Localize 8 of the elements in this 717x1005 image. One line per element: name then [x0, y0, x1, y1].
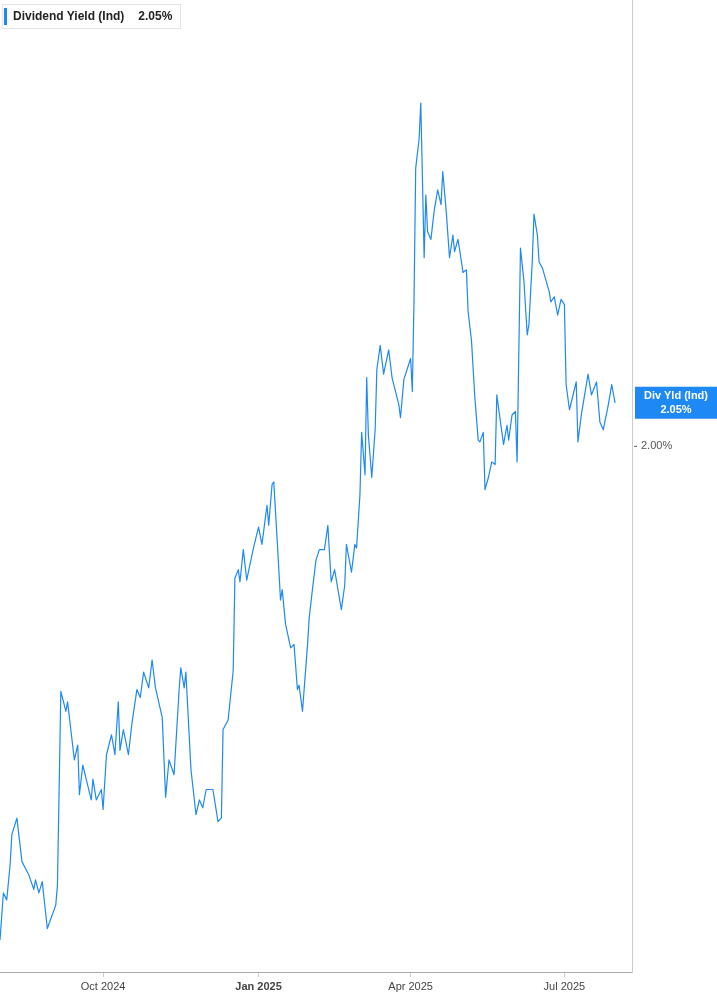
x-tick-label: Jan 2025	[235, 979, 282, 992]
x-tick-label: Jul 2025	[543, 979, 586, 992]
text: 2.00%	[641, 438, 673, 451]
annotation: Div Yld (Ind) 2.05%	[644, 388, 709, 415]
legend-label: Dividend Yield (Ind)	[13, 9, 125, 23]
x-tick-label: Apr 2025	[388, 979, 433, 992]
x-tick-label: Oct 2024	[80, 979, 126, 992]
text: 2.05%	[138, 9, 173, 23]
